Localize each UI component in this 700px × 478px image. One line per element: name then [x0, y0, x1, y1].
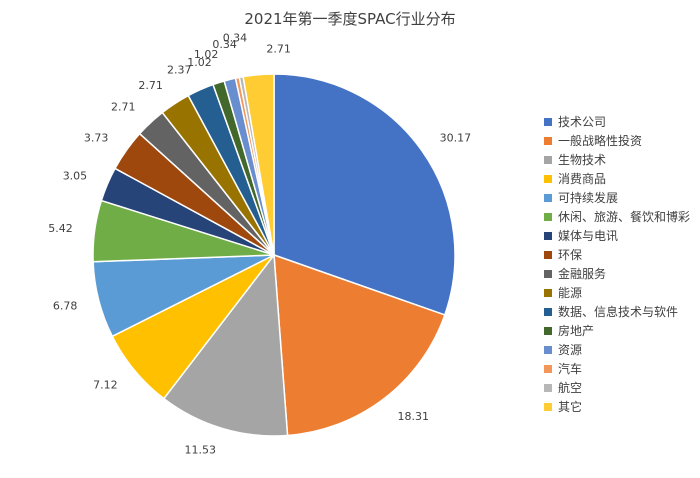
legend-label: 航空: [558, 381, 583, 395]
legend-swatch: [544, 231, 552, 240]
legend-swatch: [544, 193, 552, 202]
legend-swatch: [544, 250, 552, 259]
legend-item: 消费商品: [544, 169, 690, 188]
legend-item: 房地产: [544, 321, 690, 340]
legend-swatch: [544, 174, 552, 183]
legend-swatch: [544, 326, 552, 335]
data-label-12: 1.02: [187, 56, 212, 69]
data-label-2: 18.31: [398, 410, 430, 423]
pie-slice-3: [162, 252, 289, 437]
legend-swatch: [544, 117, 552, 126]
legend-swatch: [544, 383, 552, 392]
legend-swatch: [544, 212, 552, 221]
legend-item: 其它: [544, 397, 690, 416]
data-label-3: 11.53: [185, 444, 217, 457]
legend-label: 消费商品: [558, 172, 607, 186]
legend-label: 媒体与电讯: [558, 229, 619, 243]
legend-label: 数据、信息技术与软件: [558, 305, 679, 319]
legend-item: 一般战略性投资: [544, 131, 690, 150]
legend-item: 生物技术: [544, 150, 690, 169]
legend-label: 金融服务: [558, 267, 607, 281]
data-label-7: 3.05: [63, 170, 88, 183]
data-label-6: 5.42: [48, 222, 73, 235]
legend-label: 休闲、旅游、餐饮和博彩: [558, 210, 691, 224]
pie-slice-16: [242, 73, 275, 256]
legend-swatch: [544, 269, 552, 278]
legend-swatch: [544, 345, 552, 354]
legend-item: 技术公司: [544, 112, 690, 131]
data-label-4: 7.12: [93, 378, 118, 391]
data-label-1: 30.17: [440, 132, 472, 145]
legend-swatch: [544, 402, 552, 411]
pie-slice-1: [273, 73, 456, 316]
legend-swatch: [544, 364, 552, 373]
pie-slice-2: [273, 253, 446, 437]
legend-item: 能源: [544, 283, 690, 302]
legend-item: 汽车: [544, 359, 690, 378]
chart-legend: 技术公司一般战略性投资 生物技术消费商品可持续发展休闲、旅游、餐饮和博彩 媒体与电讯…: [544, 112, 690, 416]
data-label-15: 0.34: [223, 31, 248, 44]
legend-label: 能源: [558, 286, 583, 300]
legend-item: 媒体与电讯: [544, 226, 690, 245]
legend-label: 可持续发展: [558, 191, 619, 205]
legend-label: 房地产: [558, 324, 595, 338]
legend-item: 数据、信息技术与软件: [544, 302, 690, 321]
legend-label: 其它: [558, 400, 583, 414]
legend-swatch: [544, 288, 552, 297]
legend-swatch: [544, 307, 552, 316]
legend-label: 环保: [558, 248, 583, 262]
data-label-16: 2.71: [266, 43, 291, 56]
legend-item: 环保: [544, 245, 690, 264]
data-label-10: 2.71: [138, 79, 163, 92]
legend-item: 资源: [544, 340, 690, 359]
data-label-5: 6.78: [53, 300, 78, 313]
data-label-11: 2.37: [167, 64, 192, 77]
data-label-8: 3.73: [84, 132, 109, 145]
legend-label: 一般战略性投资: [558, 134, 643, 148]
data-label-13: 1.02: [194, 48, 219, 61]
data-label-14: 0.34: [212, 38, 237, 51]
legend-label: 资源: [558, 343, 583, 357]
chart-title: 2021年第一季度SPAC行业分布: [244, 10, 456, 28]
legend-swatch: [544, 136, 552, 145]
legend-label: 技术公司: [558, 115, 607, 129]
legend-label: 生物技术: [558, 153, 607, 167]
legend-swatch: [544, 155, 552, 164]
legend-item: 航空: [544, 378, 690, 397]
legend-item: 可持续发展: [544, 188, 690, 207]
legend-item: 金融服务: [544, 264, 690, 283]
legend-item: 休闲、旅游、餐饮和博彩: [544, 207, 690, 226]
data-label-9: 2.71: [111, 101, 136, 114]
legend-label: 汽车: [558, 362, 583, 376]
